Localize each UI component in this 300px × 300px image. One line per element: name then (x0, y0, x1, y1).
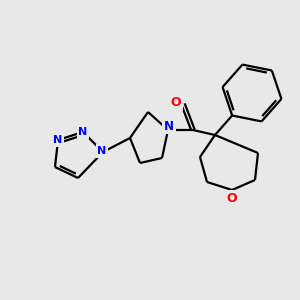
Text: N: N (53, 135, 63, 145)
Text: N: N (98, 146, 106, 156)
Text: N: N (164, 119, 174, 133)
Text: N: N (78, 127, 88, 137)
Text: O: O (171, 97, 181, 110)
Text: O: O (227, 191, 237, 205)
